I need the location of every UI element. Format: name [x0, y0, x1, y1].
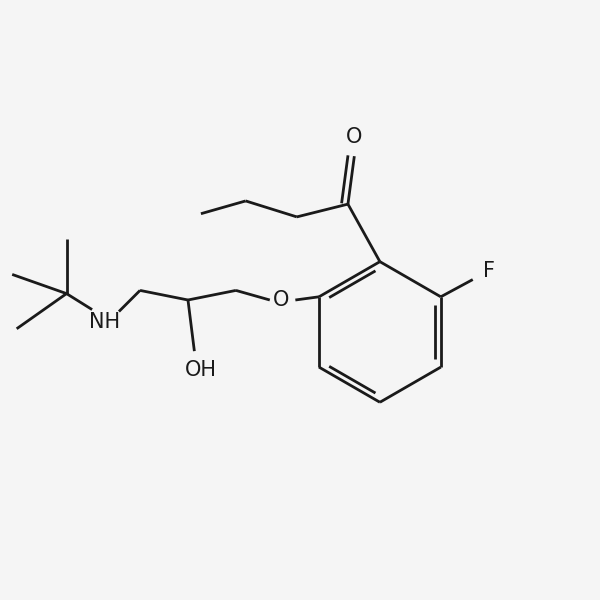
Text: O: O: [272, 290, 289, 310]
Text: OH: OH: [185, 361, 217, 380]
Text: O: O: [346, 127, 362, 147]
Text: F: F: [483, 261, 495, 281]
Text: NH: NH: [89, 313, 121, 332]
